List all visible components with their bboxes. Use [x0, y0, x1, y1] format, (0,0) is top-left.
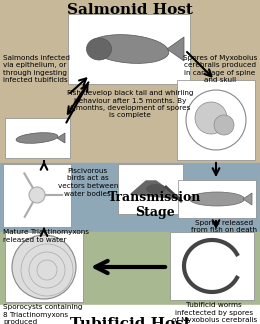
Text: Spores of Myxobolus
cerebralis produced
in cartilage of spine
and skull: Spores of Myxobolus cerebralis produced … — [183, 55, 257, 84]
Bar — [68, 14, 190, 84]
Bar — [0, 305, 260, 324]
Text: Tubificid worms
infectected by spores
of Myxobolus cerebralis: Tubificid worms infectected by spores of… — [172, 302, 257, 323]
Text: Spores released
from fish on death: Spores released from fish on death — [191, 220, 257, 234]
Bar — [5, 232, 83, 302]
Polygon shape — [131, 181, 181, 199]
Polygon shape — [57, 133, 65, 143]
Text: Salmonid Host: Salmonid Host — [67, 3, 193, 17]
Ellipse shape — [190, 192, 244, 206]
Circle shape — [214, 115, 234, 135]
Bar — [177, 80, 255, 160]
Ellipse shape — [146, 184, 166, 194]
Bar — [5, 118, 70, 158]
Circle shape — [186, 90, 246, 150]
Text: Tubificid Host: Tubificid Host — [70, 317, 190, 324]
Bar — [3, 164, 71, 227]
Circle shape — [195, 102, 227, 134]
Bar — [0, 0, 260, 163]
Ellipse shape — [87, 38, 112, 60]
Polygon shape — [243, 193, 252, 205]
Bar — [118, 164, 183, 214]
Ellipse shape — [89, 35, 169, 64]
Circle shape — [29, 187, 45, 203]
Circle shape — [12, 235, 76, 299]
Text: Fish develop black tail and whirling
behaviour after 1.5 months. By
4 months, de: Fish develop black tail and whirling beh… — [67, 90, 193, 119]
Text: Salmonds infected
via epithelium, or
through ingesting
infected tubificids: Salmonds infected via epithelium, or thr… — [3, 55, 70, 84]
Ellipse shape — [16, 133, 58, 143]
Bar — [178, 180, 256, 218]
Polygon shape — [167, 37, 184, 61]
Text: Sporocysts containing
8 Triactinomyxons
produced: Sporocysts containing 8 Triactinomyxons … — [3, 304, 82, 324]
Bar — [0, 232, 260, 305]
Bar — [0, 163, 260, 232]
Text: Mature Triactinomyxons
released to water: Mature Triactinomyxons released to water — [3, 229, 89, 242]
Bar — [170, 232, 254, 300]
Text: Piscivorous
birds act as
vectors between
water bodies: Piscivorous birds act as vectors between… — [58, 168, 118, 196]
Text: Transmission
Stage: Transmission Stage — [108, 191, 202, 219]
